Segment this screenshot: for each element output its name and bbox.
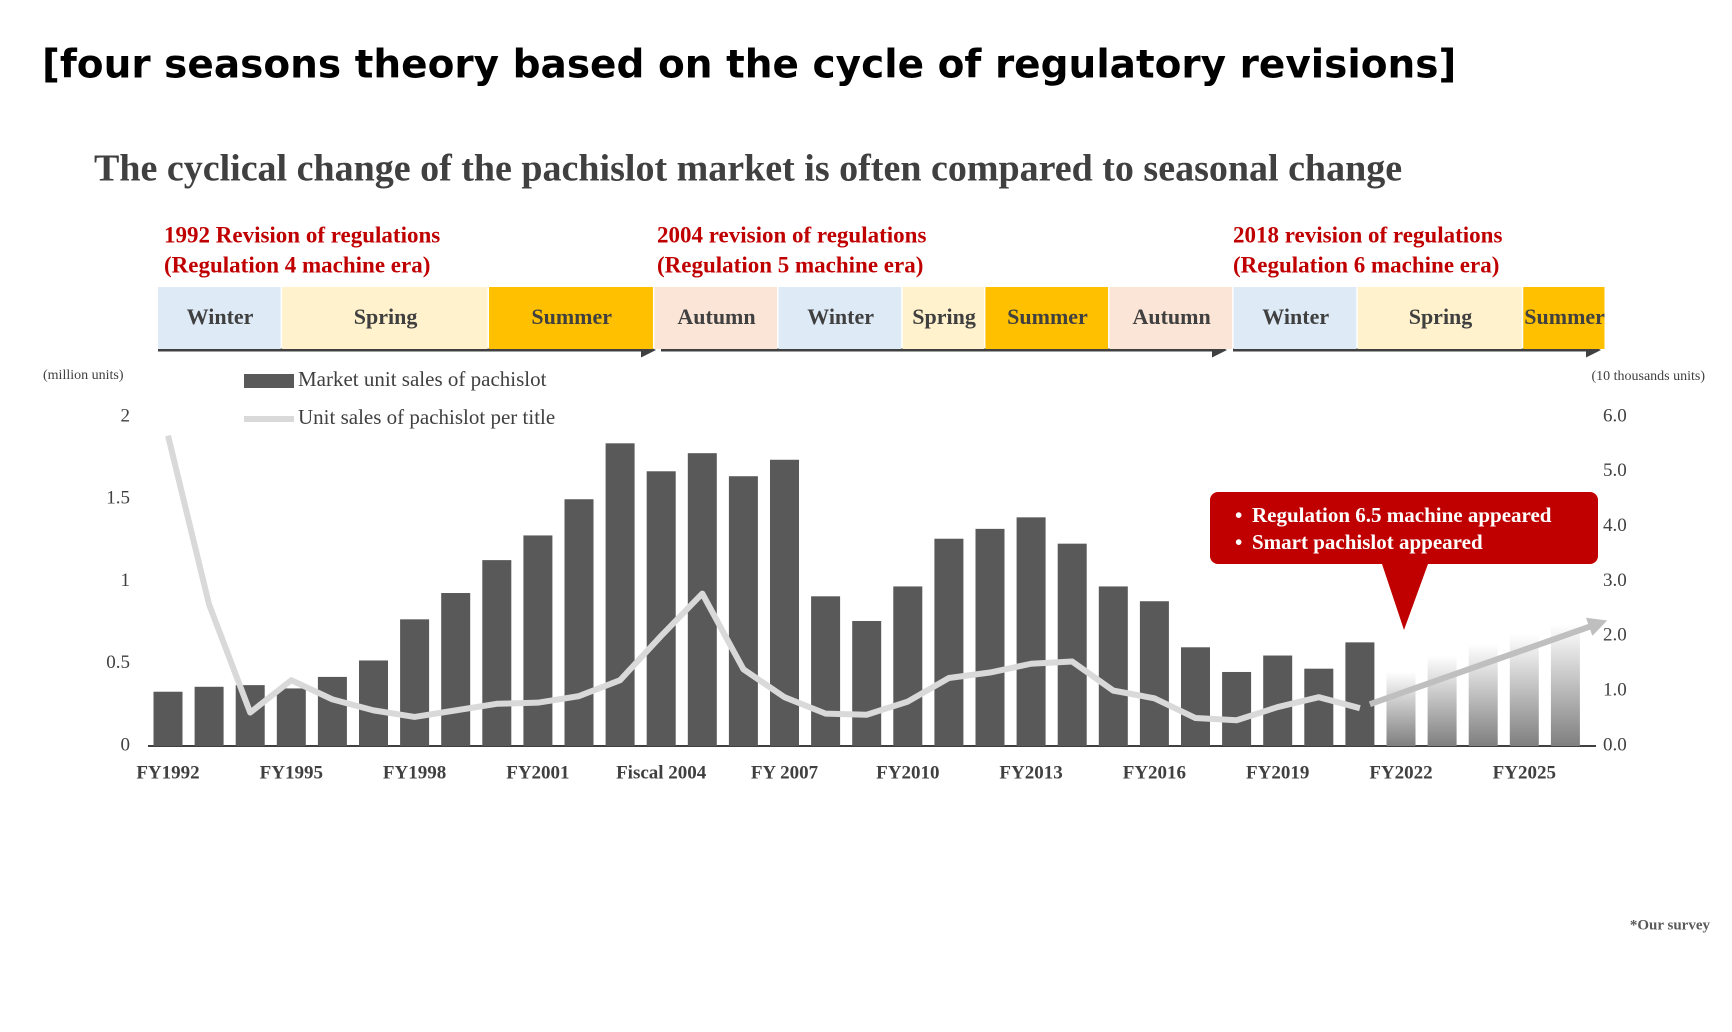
callout-box — [1210, 492, 1598, 630]
bar — [400, 619, 430, 746]
y-tick-label: 2 — [121, 405, 131, 426]
bar — [1386, 671, 1416, 746]
season-label: Autumn — [677, 304, 755, 329]
y-tick-label: 1 — [121, 570, 131, 591]
bar — [523, 535, 553, 746]
y-tick-label: 1.5 — [106, 488, 130, 509]
bar — [1304, 668, 1334, 746]
season-band — [1233, 287, 1357, 349]
y2-tick-label: 1.0 — [1603, 680, 1627, 701]
bar — [893, 586, 923, 746]
bar — [441, 593, 471, 746]
y2-tick-label: 3.0 — [1603, 570, 1627, 591]
callout-bullet: • — [1235, 503, 1242, 527]
bar — [1263, 655, 1293, 746]
x-tick-label: FY1992 — [136, 762, 199, 783]
season-label: Summer — [531, 304, 612, 329]
x-tick-label: FY1995 — [260, 762, 323, 783]
season-label: Spring — [1409, 304, 1473, 329]
x-tick-label: FY2022 — [1369, 762, 1432, 783]
x-tick-label: FY 2007 — [751, 762, 819, 783]
bar — [852, 620, 882, 746]
y2-tick-label: 0.0 — [1603, 734, 1627, 755]
legend-label: Market unit sales of pachislot — [298, 367, 547, 391]
x-tick-label: FY2019 — [1246, 762, 1309, 783]
season-band — [654, 287, 778, 349]
bar — [605, 443, 635, 746]
bar — [194, 686, 224, 746]
bar — [646, 471, 676, 746]
x-tick-label: FY2013 — [999, 762, 1062, 783]
legend-swatch — [244, 374, 294, 388]
x-tick-label: FY2025 — [1493, 762, 1556, 783]
season-band — [778, 287, 902, 349]
bar — [1345, 642, 1375, 746]
x-tick-label: FY2010 — [876, 762, 939, 783]
bar — [975, 528, 1005, 746]
bar — [564, 499, 594, 746]
season-band — [1109, 287, 1233, 349]
era-label: 1992 Revision of regulations — [164, 222, 440, 247]
title: [four seasons theory based on the cycle … — [42, 43, 1456, 88]
season-band — [902, 287, 984, 349]
era-label: 2018 revision of regulations — [1233, 222, 1502, 247]
subtitle: The cyclical change of the pachislot mar… — [94, 148, 1402, 190]
x-tick-label: FY2001 — [506, 762, 569, 783]
bar — [1427, 655, 1457, 746]
trend-arrow — [1368, 617, 1608, 707]
season-label: Summer — [1007, 304, 1088, 329]
bar — [1222, 671, 1252, 746]
callout-text: Regulation 6.5 machine appeared — [1252, 503, 1552, 527]
bar — [1098, 586, 1128, 746]
callout-bullet: • — [1235, 530, 1242, 554]
bar — [1550, 624, 1580, 746]
season-band — [1523, 287, 1605, 349]
season-band — [985, 287, 1109, 349]
season-label: Winter — [1262, 304, 1329, 329]
season-band — [282, 287, 488, 349]
y2-tick-label: 5.0 — [1603, 460, 1627, 481]
era-label: (Regulation 4 machine era) — [164, 252, 430, 277]
bar — [359, 660, 388, 746]
bar — [934, 538, 964, 746]
bar — [728, 476, 758, 746]
era-label: (Regulation 5 machine era) — [657, 252, 923, 277]
season-label: Autumn — [1132, 304, 1210, 329]
y2-tick-label: 2.0 — [1603, 625, 1627, 646]
bar — [482, 560, 512, 746]
x-tick-label: Fiscal 2004 — [616, 762, 707, 783]
season-band — [488, 287, 653, 349]
legend-label: Unit sales of pachislot per title — [298, 405, 555, 429]
season-band — [1357, 287, 1522, 349]
line — [165, 434, 1361, 724]
callout-text: Smart pachislot appeared — [1252, 530, 1483, 554]
x-tick-label: FY1998 — [383, 762, 446, 783]
era-label: (Regulation 6 machine era) — [1233, 252, 1499, 277]
y2-tick-label: 6.0 — [1603, 405, 1627, 426]
footnote: *Our survey — [1630, 917, 1711, 933]
bar — [811, 596, 841, 746]
era-label: 2004 revision of regulations — [657, 222, 926, 247]
bar — [317, 676, 347, 746]
y-tick-label: 0 — [121, 734, 131, 755]
bar — [1181, 647, 1210, 746]
y2-tick-label: 4.0 — [1603, 515, 1627, 536]
season-label: Winter — [807, 304, 874, 329]
y2-axis-label: (10 thousands units) — [1591, 369, 1705, 384]
season-band — [158, 287, 281, 349]
season-label: Spring — [912, 304, 976, 329]
bar — [1139, 601, 1169, 746]
bar — [153, 691, 183, 746]
y-axis-label: (million units) — [43, 368, 124, 383]
season-label: Winter — [187, 304, 254, 329]
season-label: Spring — [354, 304, 418, 329]
bar — [1016, 517, 1046, 746]
y-tick-label: 0.5 — [106, 652, 130, 673]
x-tick-label: FY2016 — [1123, 762, 1186, 783]
season-label: Summer — [1524, 304, 1605, 329]
bar — [276, 688, 306, 746]
bar — [1057, 543, 1087, 746]
